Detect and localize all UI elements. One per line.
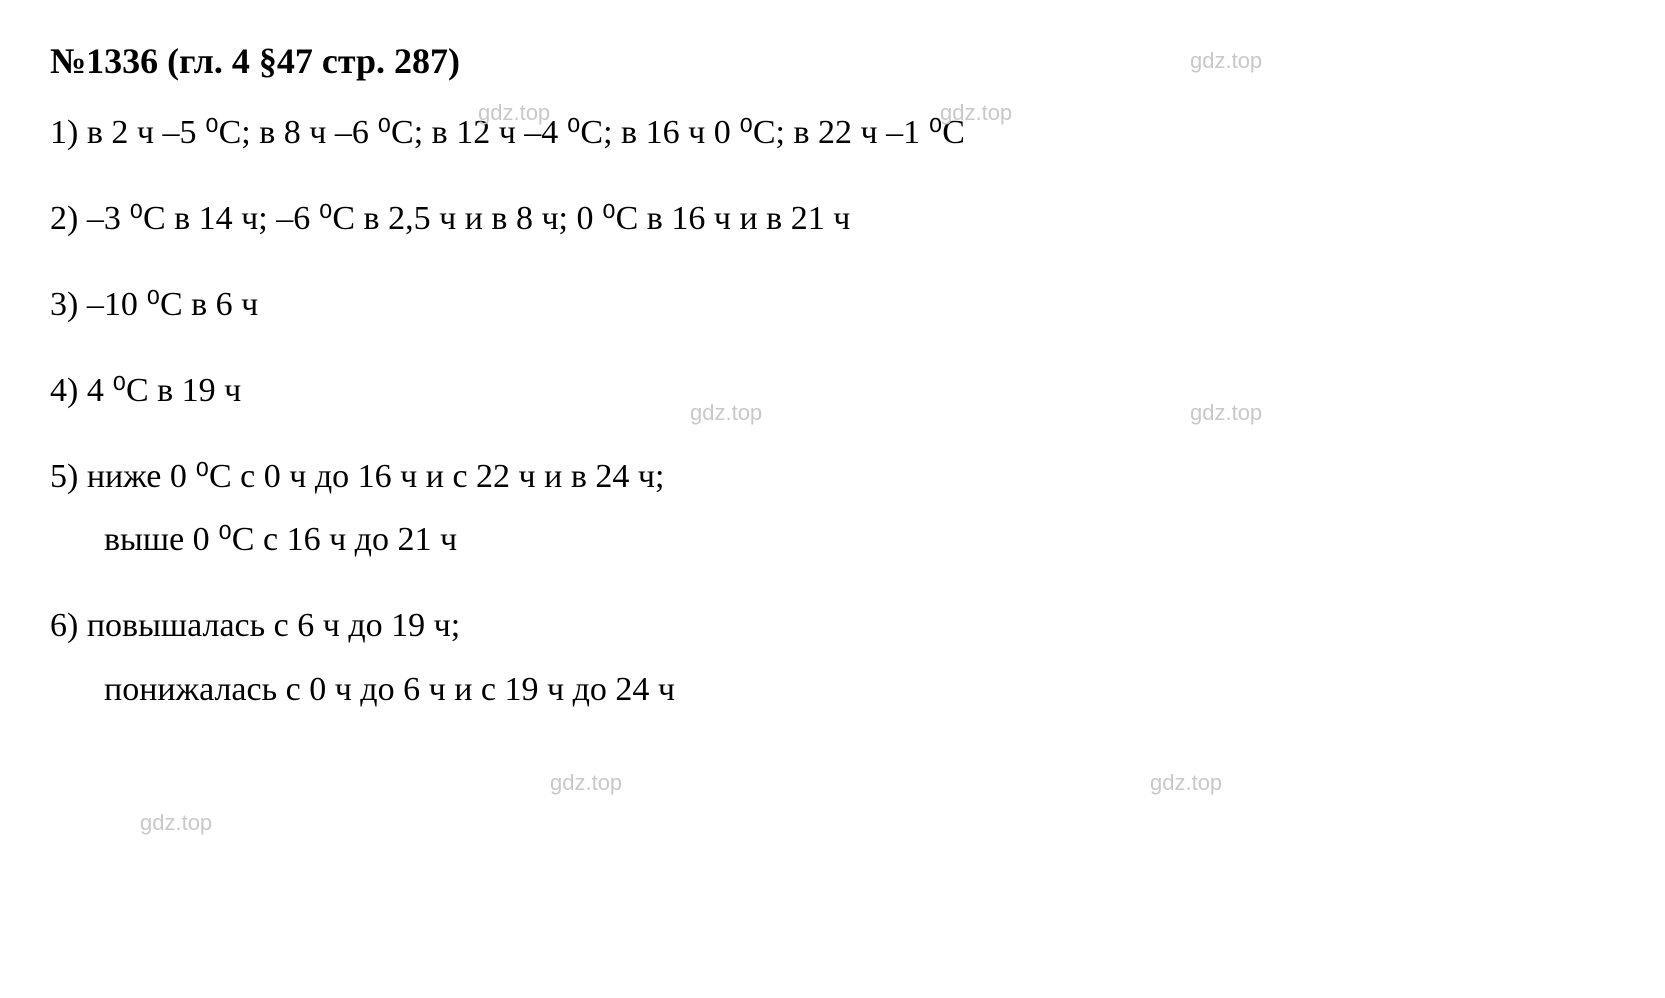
answer-line-1: 1) в 2 ч –5 ⁰С; в 8 ч –6 ⁰С; в 12 ч –4 ⁰…: [50, 110, 1615, 156]
answer-line-4: 4) 4 ⁰С в 19 ч: [50, 368, 1615, 414]
answer-line-3: 3) –10 ⁰С в 6 ч: [50, 282, 1615, 328]
answer-line-2: 2) –3 ⁰С в 14 ч; –6 ⁰С в 2,5 ч и в 8 ч; …: [50, 196, 1615, 242]
page-root: №1336 (гл. 4 §47 стр. 287) 1) в 2 ч –5 ⁰…: [0, 0, 1665, 998]
watermark: gdz.top: [140, 810, 212, 836]
answer-line-5b: выше 0 ⁰С с 16 ч до 21 ч: [50, 517, 1615, 563]
watermark: gdz.top: [1150, 770, 1222, 796]
watermark: gdz.top: [550, 770, 622, 796]
problem-heading: №1336 (гл. 4 §47 стр. 287): [50, 40, 1615, 82]
answer-line-6a: 6) повышалась с 6 ч до 19 ч;: [50, 603, 1615, 649]
answer-line-5a: 5) ниже 0 ⁰С с 0 ч до 16 ч и с 22 ч и в …: [50, 454, 1615, 500]
answer-line-6b: понижалась с 0 ч до 6 ч и с 19 ч до 24 ч: [50, 667, 1615, 713]
